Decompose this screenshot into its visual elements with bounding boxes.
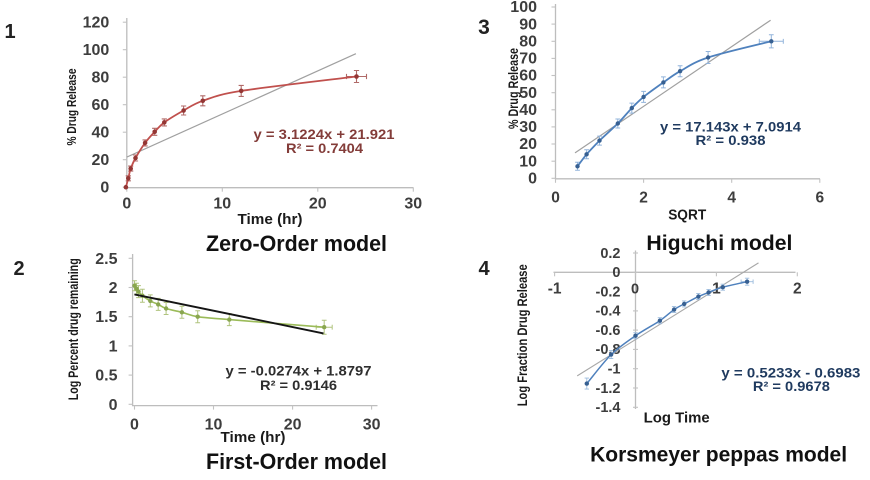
svg-text:0: 0 [631, 282, 639, 298]
svg-text:70: 70 [519, 51, 537, 68]
svg-text:Log Percent drug remaining: Log Percent drug remaining [66, 258, 81, 400]
svg-text:y = 0.5233x - 0.6983: y = 0.5233x - 0.6983 [721, 364, 860, 380]
svg-text:1: 1 [4, 21, 15, 43]
svg-text:-0.4: -0.4 [596, 304, 621, 320]
svg-text:-0.2: -0.2 [596, 284, 621, 300]
svg-text:R² = 0.938: R² = 0.938 [696, 132, 766, 148]
svg-text:-0.6: -0.6 [596, 323, 621, 339]
svg-text:y = 17.143x + 7.0914: y = 17.143x + 7.0914 [660, 118, 801, 134]
svg-text:30: 30 [519, 119, 537, 136]
svg-text:2.5: 2.5 [95, 251, 117, 268]
svg-text:30: 30 [404, 196, 422, 213]
svg-text:2: 2 [639, 189, 648, 206]
svg-text:4: 4 [478, 258, 490, 280]
svg-text:0: 0 [612, 265, 620, 281]
svg-text:0: 0 [109, 397, 118, 414]
svg-text:First-Order model: First-Order model [206, 449, 387, 474]
svg-text:0: 0 [551, 189, 560, 206]
svg-text:y = -0.0274x + 1.8797: y = -0.0274x + 1.8797 [226, 363, 372, 379]
svg-text:% Drug Release: % Drug Release [506, 48, 521, 129]
svg-text:120: 120 [83, 15, 110, 32]
svg-text:Korsmeyer peppas model: Korsmeyer peppas model [590, 444, 847, 467]
svg-text:80: 80 [519, 34, 537, 51]
svg-text:Log Fraction Drug Release: Log Fraction Drug Release [515, 264, 530, 406]
svg-text:0.5: 0.5 [95, 368, 117, 385]
svg-text:y = 3.1224x + 21.921: y = 3.1224x + 21.921 [254, 126, 395, 142]
svg-text:90: 90 [519, 16, 537, 33]
svg-text:Time (hr): Time (hr) [238, 212, 303, 228]
svg-text:R² = 0.9678: R² = 0.9678 [753, 378, 830, 394]
svg-text:10: 10 [205, 417, 223, 434]
svg-text:4: 4 [727, 189, 736, 206]
svg-text:Log Time: Log Time [644, 411, 710, 427]
svg-text:R² = 0.7404: R² = 0.7404 [286, 140, 363, 156]
svg-text:1.5: 1.5 [95, 309, 117, 326]
svg-text:3: 3 [478, 16, 490, 39]
svg-text:60: 60 [519, 68, 537, 85]
svg-text:100: 100 [83, 42, 110, 59]
svg-text:20: 20 [92, 152, 110, 169]
svg-text:0: 0 [528, 171, 537, 188]
svg-text:0: 0 [100, 180, 109, 197]
svg-text:-1.4: -1.4 [596, 400, 621, 416]
svg-text:-1.2: -1.2 [596, 381, 621, 397]
svg-text:2: 2 [13, 258, 24, 280]
svg-text:-0.8: -0.8 [596, 342, 621, 358]
svg-text:-1: -1 [608, 362, 621, 378]
svg-text:100: 100 [510, 0, 537, 16]
svg-text:10: 10 [213, 196, 231, 213]
svg-text:Zero-Order model: Zero-Order model [206, 231, 387, 256]
svg-text:6: 6 [815, 189, 824, 206]
svg-text:40: 40 [519, 102, 537, 119]
svg-text:40: 40 [92, 125, 110, 142]
svg-text:10: 10 [519, 153, 537, 170]
svg-text:0: 0 [130, 417, 139, 434]
svg-text:2: 2 [109, 280, 118, 297]
svg-text:Higuchi model: Higuchi model [646, 232, 792, 255]
svg-text:% Drug Release: % Drug Release [64, 69, 79, 146]
svg-text:80: 80 [92, 70, 110, 87]
svg-text:30: 30 [363, 417, 381, 434]
svg-text:20: 20 [284, 417, 302, 434]
svg-text:2: 2 [793, 281, 802, 298]
svg-text:20: 20 [519, 136, 537, 153]
svg-text:60: 60 [92, 97, 110, 114]
svg-text:R² = 0.9146: R² = 0.9146 [260, 377, 337, 393]
svg-text:Time (hr): Time (hr) [221, 430, 286, 446]
svg-text:SQRT: SQRT [668, 208, 706, 224]
svg-text:0.2: 0.2 [600, 246, 620, 262]
svg-text:1: 1 [109, 338, 118, 355]
svg-text:0: 0 [122, 196, 131, 213]
svg-text:50: 50 [519, 85, 537, 102]
svg-text:20: 20 [309, 196, 327, 213]
svg-text:-1: -1 [548, 281, 562, 298]
